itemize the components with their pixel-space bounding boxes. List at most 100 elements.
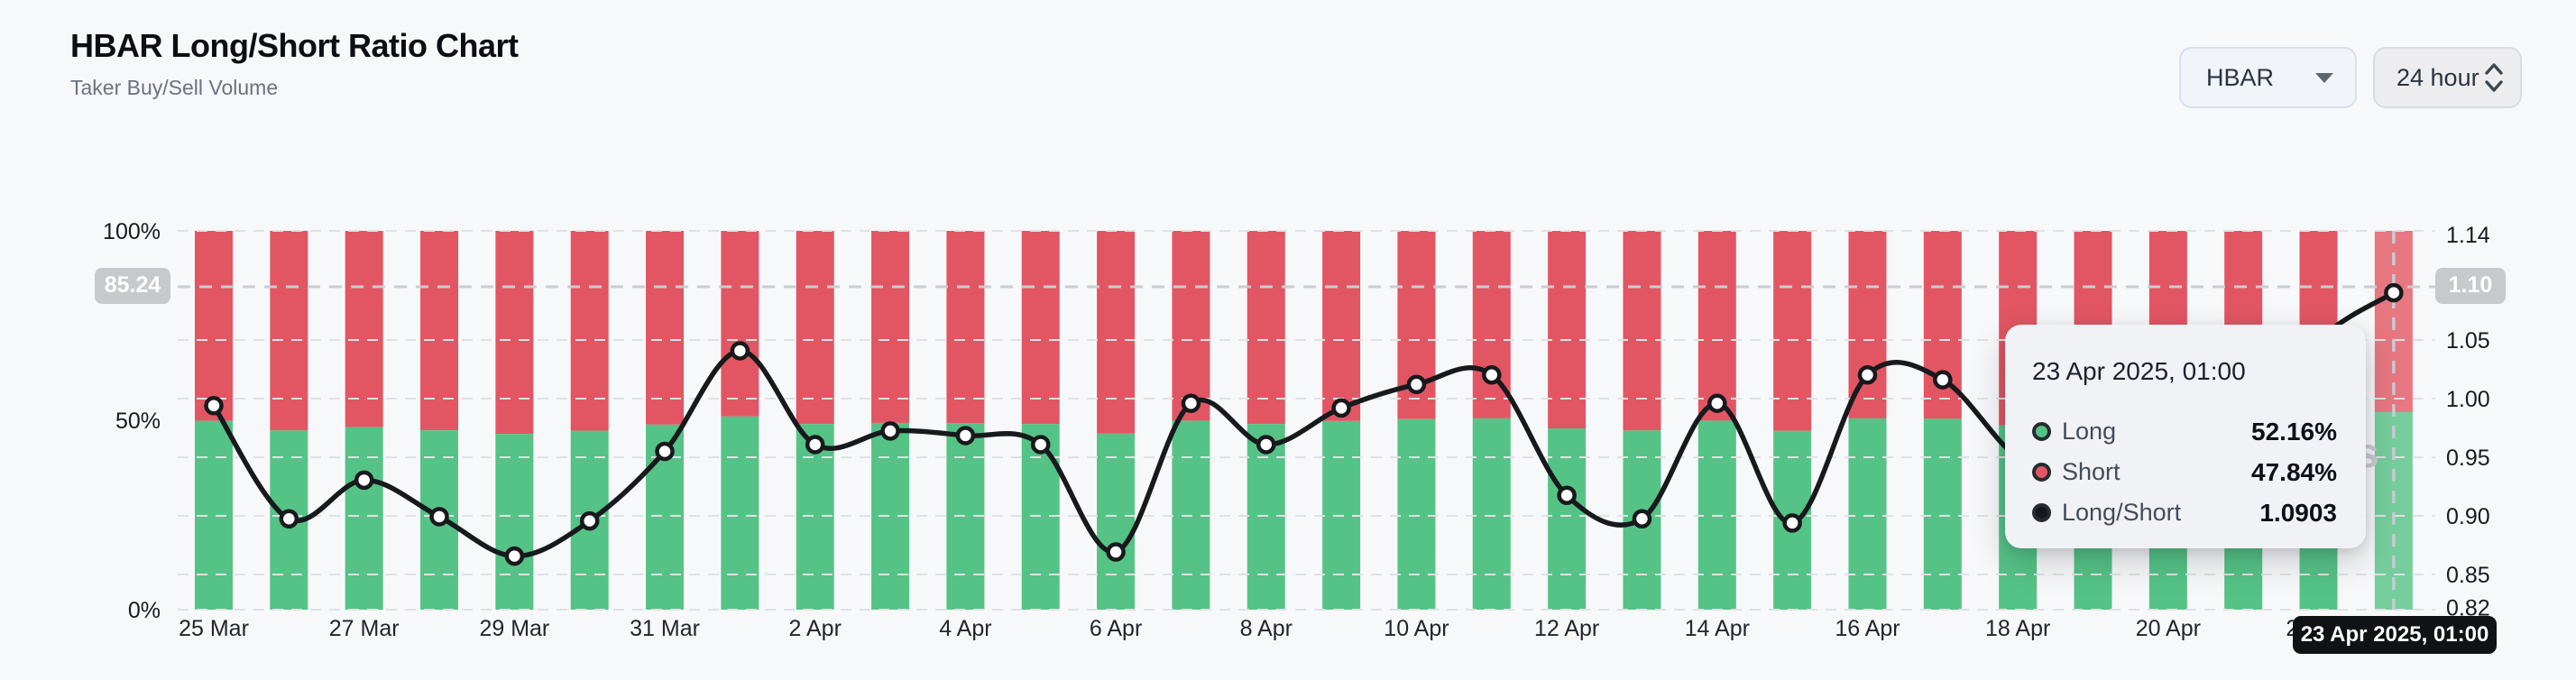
bar-long[interactable] xyxy=(721,416,759,610)
updown-chevrons-icon xyxy=(2482,60,2506,96)
ratio-marker[interactable] xyxy=(1181,393,1201,413)
tooltip-value: 1.0903 xyxy=(2259,498,2337,527)
ratio-marker[interactable] xyxy=(429,507,449,527)
interval-select[interactable]: 24 hour xyxy=(2373,47,2522,108)
interval-select-value: 24 hour xyxy=(2397,63,2479,91)
right-axis-tick-label: 0.85 xyxy=(2446,563,2490,588)
page-subtitle: Taker Buy/Sell Volume xyxy=(70,76,279,99)
tooltip-label: Short xyxy=(2062,458,2121,485)
crosshair-y-right-badge: 1.10 xyxy=(2435,267,2506,304)
bar-long[interactable] xyxy=(1021,424,1060,610)
bar-short[interactable] xyxy=(1848,231,1887,418)
x-axis-tick-label: 20 Apr xyxy=(2136,616,2201,641)
x-axis-tick-label: 27 Mar xyxy=(329,616,400,641)
left-axis-tick-label: 0% xyxy=(128,598,161,623)
bar-short[interactable] xyxy=(1697,231,1736,421)
right-axis-tick-label: 0.90 xyxy=(2446,504,2490,529)
ratio-marker[interactable] xyxy=(1482,364,1502,385)
ratio-marker[interactable] xyxy=(1857,364,1878,385)
ratio-marker[interactable] xyxy=(655,441,675,462)
bar-short[interactable] xyxy=(871,231,910,423)
bar-long[interactable] xyxy=(1097,433,1136,610)
bar-short[interactable] xyxy=(721,231,759,417)
bar-short[interactable] xyxy=(420,231,459,431)
ratio-marker[interactable] xyxy=(1782,513,1802,533)
ratio-marker[interactable] xyxy=(955,426,976,446)
bar-long[interactable] xyxy=(2374,411,2413,610)
x-axis-tick-label: 14 Apr xyxy=(1685,616,1750,641)
tooltip-label: Long xyxy=(2062,418,2117,445)
tooltip-row-short: Short 47.84% xyxy=(2032,452,2337,492)
ratio-marker[interactable] xyxy=(1632,509,1652,528)
ratio-marker[interactable] xyxy=(1331,398,1351,418)
bar-short[interactable] xyxy=(796,231,834,425)
ratio-marker[interactable] xyxy=(504,546,525,566)
x-axis-tick-label: 10 Apr xyxy=(1384,616,1449,641)
right-axis-tick-label: 1.05 xyxy=(2446,328,2490,354)
ratio-marker[interactable] xyxy=(2384,282,2404,303)
x-axis-tick-label: 31 Mar xyxy=(630,616,700,641)
x-axis-tick-label: 6 Apr xyxy=(1090,616,1142,641)
short-series-marker-icon xyxy=(2032,463,2051,482)
right-axis-tick-label: 1.14 xyxy=(2446,223,2490,248)
axis-labels-group: 100%50%0%1.141.051.000.950.900.850.8225 … xyxy=(103,219,2490,641)
bar-long[interactable] xyxy=(495,434,534,610)
bar-long[interactable] xyxy=(1548,428,1587,610)
ratio-marker[interactable] xyxy=(880,421,900,441)
bar-short[interactable] xyxy=(946,231,985,424)
ratio-marker[interactable] xyxy=(1030,435,1051,455)
bar-short[interactable] xyxy=(270,231,308,431)
bar-short[interactable] xyxy=(1623,231,1661,431)
bar-short[interactable] xyxy=(1322,231,1361,421)
chevron-down-icon xyxy=(2315,72,2333,83)
long-series-marker-icon xyxy=(2032,422,2051,441)
ratio-marker[interactable] xyxy=(1406,374,1427,395)
bar-long[interactable] xyxy=(1848,418,1887,610)
ratio-marker[interactable] xyxy=(354,470,374,491)
bar-short[interactable] xyxy=(195,231,233,421)
ratio-marker[interactable] xyxy=(1106,542,1126,562)
bar-short[interactable] xyxy=(1021,231,1060,425)
right-axis-tick-label: 0.95 xyxy=(2446,446,2490,471)
crosshair-x-badge: 23 Apr 2025, 01:00 xyxy=(2293,616,2497,654)
bar-short[interactable] xyxy=(1548,231,1587,429)
symbol-select-value: HBAR xyxy=(2206,63,2275,91)
ratio-marker[interactable] xyxy=(1557,485,1577,505)
bar-short[interactable] xyxy=(345,231,383,427)
ratio-marker[interactable] xyxy=(1256,435,1276,455)
ratio-marker[interactable] xyxy=(1707,393,1727,413)
bar-short[interactable] xyxy=(495,231,534,435)
bar-long[interactable] xyxy=(1247,424,1285,610)
ratio-marker[interactable] xyxy=(579,510,600,531)
crosshair-group xyxy=(178,231,2435,610)
ratio-marker[interactable] xyxy=(204,396,224,416)
ratio-marker[interactable] xyxy=(279,509,299,528)
ratio-marker[interactable] xyxy=(730,341,750,361)
bar-long[interactable] xyxy=(345,427,383,610)
ratio-marker[interactable] xyxy=(805,435,825,455)
symbol-select[interactable]: HBAR xyxy=(2179,47,2357,108)
chart-tooltip: 23 Apr 2025, 01:00 Long 52.16% Short 47.… xyxy=(2005,325,2366,548)
bar-short[interactable] xyxy=(1097,231,1136,434)
page-title: HBAR Long/Short Ratio Chart xyxy=(70,27,519,64)
bar-long[interactable] xyxy=(1472,418,1511,610)
bar-short[interactable] xyxy=(1247,231,1285,425)
left-axis-tick-label: 50% xyxy=(115,409,161,434)
x-axis-tick-label: 29 Mar xyxy=(479,616,549,641)
bar-long[interactable] xyxy=(796,424,834,610)
x-axis-tick-label: 4 Apr xyxy=(939,616,991,641)
bar-short[interactable] xyxy=(1172,231,1210,421)
x-axis-tick-label: 25 Mar xyxy=(179,616,249,641)
bar-short[interactable] xyxy=(570,231,609,431)
x-axis-tick-label: 12 Apr xyxy=(1534,616,1599,641)
ratio-marker[interactable] xyxy=(1933,370,1953,390)
bar-short[interactable] xyxy=(1773,231,1812,431)
tooltip-label: Long/Short xyxy=(2062,499,2182,526)
bar-short[interactable] xyxy=(646,231,685,425)
bar-long[interactable] xyxy=(1923,418,1962,610)
tooltip-row-long: Long 52.16% xyxy=(2032,411,2337,452)
bar-long[interactable] xyxy=(1397,418,1436,610)
tooltip-row-ratio: Long/Short 1.0903 xyxy=(2032,492,2337,533)
bars-group xyxy=(195,231,2413,610)
